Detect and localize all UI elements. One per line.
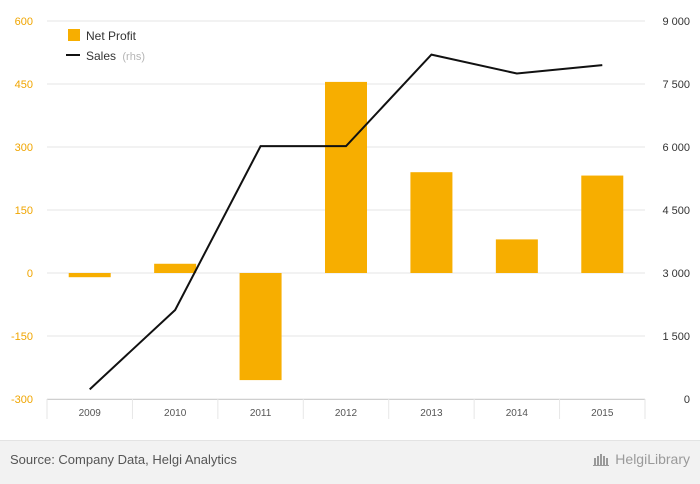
legend: Net Profit Sales (rhs) <box>66 29 145 63</box>
y-right-tick-label: 9 000 <box>662 16 690 28</box>
library-icon <box>593 452 611 466</box>
right-axis: 9 000 7 500 6 000 4 500 3 000 1 500 0 <box>662 16 690 406</box>
brand-logo[interactable]: HelgiLibrary <box>593 451 690 467</box>
x-tick-label: 2011 <box>250 408 272 419</box>
y-right-tick-label: 7 500 <box>662 79 690 91</box>
legend-swatch-net-profit <box>68 29 80 41</box>
y-left-tick-label: 300 <box>15 142 33 154</box>
legend-sales-name: Sales <box>86 49 116 63</box>
bar-net-profit <box>496 239 538 273</box>
x-tick-label: 2015 <box>591 408 614 419</box>
bar-net-profit <box>154 264 196 273</box>
legend-label-sales: Sales (rhs) <box>86 49 145 63</box>
bar-net-profit <box>581 176 623 273</box>
footer: Source: Company Data, Helgi Analytics He… <box>0 440 700 484</box>
y-left-tick-label: 150 <box>15 205 33 217</box>
legend-sales-suffix: (rhs) <box>122 51 145 63</box>
chart: 600 450 300 150 0 -150 -300 9 000 7 500 6 000 4 5… <box>0 0 700 440</box>
y-right-tick-label: 6 000 <box>662 142 690 154</box>
y-right-tick-label: 4 500 <box>662 205 690 217</box>
y-left-tick-label: 0 <box>27 268 33 280</box>
brand-name: HelgiLibrary <box>615 451 690 467</box>
y-right-tick-label: 0 <box>684 394 690 406</box>
y-left-tick-label: 450 <box>15 79 33 91</box>
x-tick-label: 2013 <box>420 408 443 419</box>
left-axis: 600 450 300 150 0 -150 -300 <box>11 16 33 406</box>
y-right-tick-label: 1 500 <box>662 331 690 343</box>
bar-net-profit <box>240 273 282 380</box>
x-tick-label: 2014 <box>506 408 529 419</box>
x-tick-label: 2009 <box>79 408 102 419</box>
x-tick-label: 2012 <box>335 408 358 419</box>
y-left-tick-label: -150 <box>11 331 33 343</box>
x-axis: 2009 2010 2011 2012 2013 2014 2015 <box>47 399 645 419</box>
y-left-tick-label: -300 <box>11 394 33 406</box>
bar-net-profit <box>69 273 111 277</box>
bar-net-profit <box>410 172 452 273</box>
y-right-tick-label: 3 000 <box>662 268 690 280</box>
x-tick-label: 2010 <box>164 408 187 419</box>
legend-label-net-profit: Net Profit <box>86 29 137 43</box>
bars <box>69 82 624 380</box>
y-left-tick-label: 600 <box>15 16 33 28</box>
bar-net-profit <box>325 82 367 273</box>
source-text: Source: Company Data, Helgi Analytics <box>10 452 237 467</box>
